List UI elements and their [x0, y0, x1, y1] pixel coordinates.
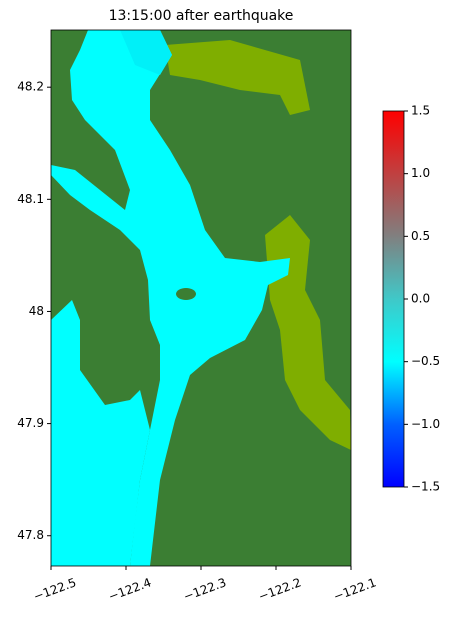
land-high [165, 40, 310, 115]
y-tick-label: 47.9 [17, 416, 44, 430]
island [176, 288, 196, 300]
water [51, 300, 150, 566]
colorbar-tick-label: −1.0 [411, 417, 440, 431]
colorbar-tick-label: −1.5 [411, 480, 440, 494]
colorbar-tick-label: 0.5 [411, 229, 430, 243]
water [51, 30, 290, 566]
y-tick-label: 48.2 [17, 80, 44, 94]
y-tick-label: 48.1 [17, 192, 44, 206]
x-tick-label: −122.5 [32, 575, 79, 603]
map [51, 30, 351, 566]
colorbar-tick-label: −0.5 [411, 354, 440, 368]
chart-title: 13:15:00 after earthquake [109, 8, 294, 24]
colorbar-tick-label: 1.0 [411, 166, 430, 180]
x-tick-label: −122.1 [332, 575, 379, 603]
x-tick-label: −122.3 [182, 575, 229, 603]
y-tick-label: 47.8 [17, 528, 44, 542]
water [120, 30, 172, 75]
colorbar-tick-label: 1.5 [411, 104, 430, 118]
colorbar-tick-label: 0.0 [411, 292, 430, 306]
x-tick-label: −122.2 [257, 575, 304, 603]
y-tick-label: 48 [29, 304, 44, 318]
x-tick-label: −122.4 [107, 575, 154, 603]
colorbar [382, 110, 405, 488]
